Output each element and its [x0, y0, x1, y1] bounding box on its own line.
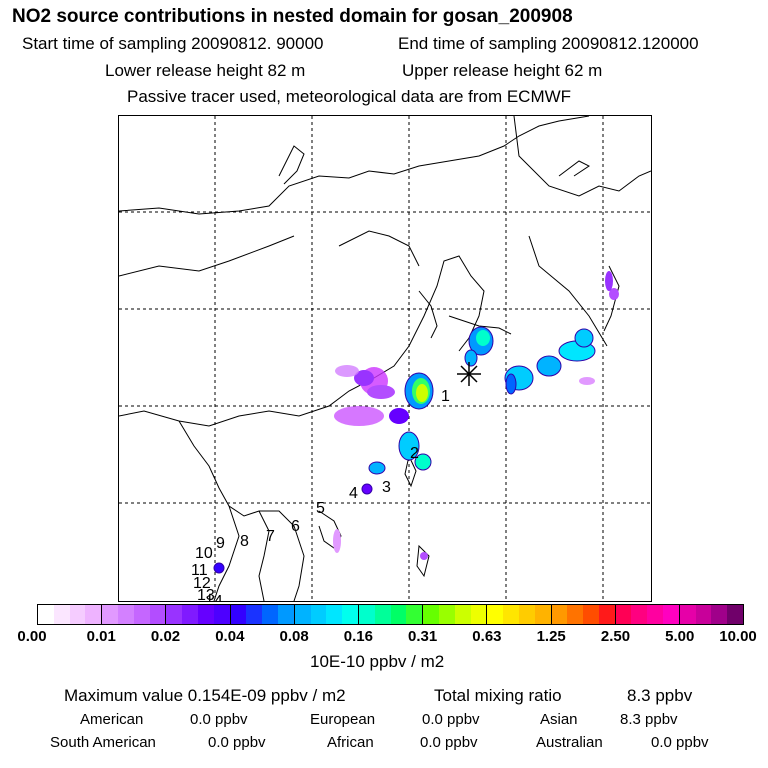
upper-release-label: Upper release height 62 m [402, 61, 603, 80]
colorbar-tick-label: 0.02 [150, 628, 181, 645]
region-label: 3 [382, 479, 391, 496]
colorbar-tick-label: 0.31 [408, 628, 438, 645]
region-label: 7 [266, 528, 275, 545]
south-american-value: 0.0 ppbv [208, 734, 266, 751]
region-label: 14 [205, 593, 223, 601]
colorbar-segment [358, 605, 424, 624]
start-time-label: Start time of sampling 20090812. 90000 [22, 34, 324, 53]
region-label: 6 [291, 518, 300, 535]
australian-value: 0.0 ppbv [651, 734, 709, 751]
figure-title: NO2 source contributions in nested domai… [12, 6, 573, 27]
colorbar-segment [679, 605, 744, 624]
colorbar-segment [423, 605, 488, 624]
colorbar-unit: 10E-10 ppbv / m2 [310, 652, 445, 671]
region-label: 8 [240, 533, 249, 550]
lower-release-label: Lower release height 82 m [105, 61, 306, 80]
region-label: 13 [197, 587, 215, 601]
colorbar-tick-label: 10.00 [719, 628, 757, 645]
colorbar-segment [487, 605, 552, 624]
region-label: 9 [216, 535, 225, 552]
african-value: 0.0 ppbv [420, 734, 478, 751]
max-value-label: Maximum value 0.154E-09 ppbv / m2 [64, 686, 346, 705]
african-label: African [327, 734, 374, 751]
colorbar-segment [294, 605, 359, 624]
lat-lon-grid [119, 116, 651, 601]
map-svg: 1 2 3 4 5 6 7 8 9 10 11 12 13 14 [119, 116, 651, 601]
asian-label: Asian [540, 711, 578, 728]
total-mixing-label: Total mixing ratio [434, 686, 562, 705]
colorbar-tick-label: 0.63 [472, 628, 502, 645]
colorbar-tick-label: 0.04 [215, 628, 245, 645]
colorbar [37, 604, 744, 625]
colorbar-tick-label: 0.01 [86, 628, 116, 645]
colorbar-segment [615, 605, 680, 624]
colorbar-segment [166, 605, 231, 624]
star-marker [457, 362, 481, 386]
region-label: 5 [316, 500, 325, 517]
european-label: European [310, 711, 376, 728]
map-panel: 1 2 3 4 5 6 7 8 9 10 11 12 13 14 [118, 115, 652, 602]
colorbar-segment [102, 605, 167, 624]
american-label: American [80, 711, 144, 728]
region-label: 1 [441, 388, 450, 405]
colorbar-segment [230, 605, 295, 624]
south-american-label: South American [50, 734, 156, 751]
asian-value: 8.3 ppbv [620, 711, 678, 728]
tracer-note: Passive tracer used, meteorological data… [127, 87, 572, 106]
region-label: 2 [410, 445, 419, 462]
region-label: 12 [193, 575, 211, 592]
european-value: 0.0 ppbv [422, 711, 480, 728]
coastlines [119, 116, 651, 601]
colorbar-segment [551, 605, 616, 624]
australian-label: Australian [536, 734, 603, 751]
colorbar-tick-label: 0.08 [279, 628, 309, 645]
colorbar-tick-label: 2.50 [600, 628, 631, 645]
region-label: 11 [191, 562, 208, 579]
total-mixing-value: 8.3 ppbv [627, 686, 693, 705]
colorbar-tick-label: 1.25 [536, 628, 566, 645]
region-label: 10 [195, 545, 213, 562]
concentration-field [213, 271, 619, 574]
colorbar-tick-label: 0.16 [343, 628, 373, 645]
end-time-label: End time of sampling 20090812.120000 [398, 34, 699, 53]
colorbar-tick-label: 5.00 [665, 628, 695, 645]
colorbar-tick-label: 0.00 [17, 628, 47, 645]
region-label: 4 [349, 485, 358, 502]
colorbar-segment [38, 605, 103, 624]
american-value: 0.0 ppbv [190, 711, 248, 728]
